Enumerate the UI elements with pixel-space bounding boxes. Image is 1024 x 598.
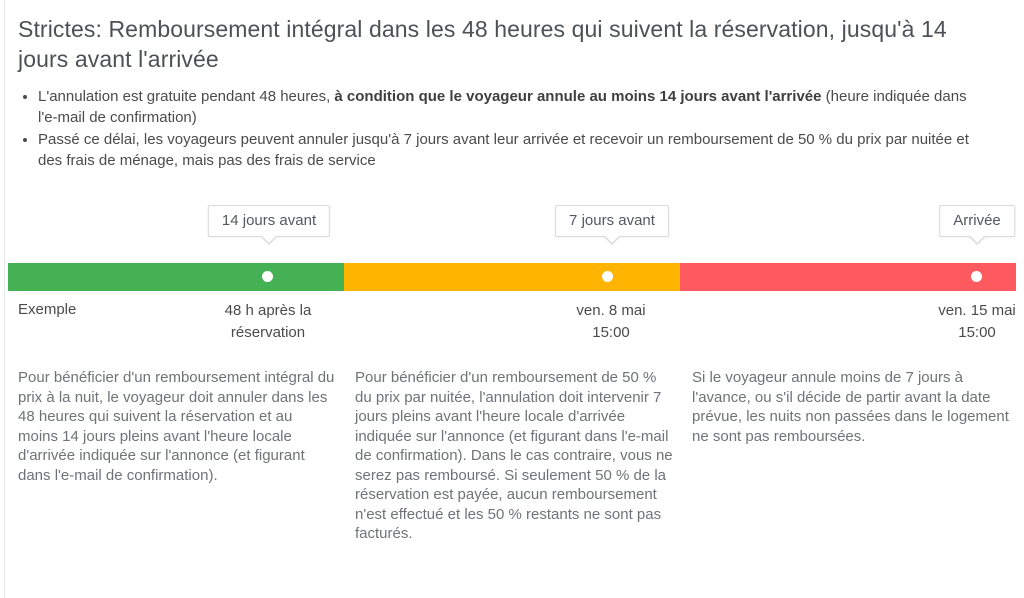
timeline-dot-14-jours (262, 271, 273, 282)
segment-no-refund (680, 263, 1016, 291)
bullet-text-bold: à condition que le voyageur annule au mo… (334, 88, 822, 105)
milestone-reservation: 48 h après la réservation (225, 300, 312, 344)
bullet-text: Passé ce délai, les voyageurs peuvent an… (38, 131, 969, 169)
policy-detail-half-refund: Pour bénéficier d'un remboursement de 50… (355, 369, 673, 542)
timeline-label-text: 14 jours avant (221, 212, 317, 229)
bullet-text: L'annulation est gratuite pendant 48 heu… (38, 88, 335, 105)
timeline-label-7-jours: 7 jours avant (555, 205, 669, 237)
policy-bullet-list: L'annulation est gratuite pendant 48 heu… (20, 86, 978, 172)
bullet-item-delai: Passé ce délai, les voyageurs peuvent an… (38, 129, 978, 171)
bullet-text: (heure indiquée dans l'e-mail de confirm… (38, 88, 967, 126)
timeline-label-text: 7 jours avant (569, 212, 655, 229)
policy-detail-full-refund: Pour bénéficier d'un remboursement intég… (18, 369, 335, 484)
timeline-label-14-jours: 14 jours avant (207, 205, 331, 237)
segment-full-refund (8, 263, 344, 291)
bullet-item-48h: L'annulation est gratuite pendant 48 heu… (38, 86, 978, 128)
milestone-line1: ven. 15 mai (938, 302, 1016, 319)
timeline-dot-arrivee (971, 271, 982, 282)
timeline-bar (8, 263, 1016, 291)
timeline-label-text: Arrivée (953, 212, 1001, 229)
segment-half-refund (344, 263, 680, 291)
milestone-line2: réservation (230, 324, 306, 341)
policy-detail-no-refund: Si le voyageur annule moins de 7 jours à… (692, 369, 1009, 445)
milestone-line2: 15:00 (592, 324, 630, 341)
milestone-line1: ven. 8 mai (576, 302, 646, 319)
milestone-line1: 48 h après la (224, 302, 312, 319)
milestone-line2: 15:00 (958, 324, 996, 341)
left-border-line (4, 0, 5, 598)
timeline-dot-7-jours (602, 271, 613, 282)
milestone-8-mai: ven. 8 mai 15:00 (576, 300, 645, 344)
page-title: Strictes: Remboursement intégral dans le… (18, 16, 947, 72)
milestone-15-mai: ven. 15 mai 15:00 (938, 300, 1016, 344)
example-label: Exemple (18, 301, 77, 318)
timeline-label-arrivee: Arrivée (939, 205, 1015, 237)
